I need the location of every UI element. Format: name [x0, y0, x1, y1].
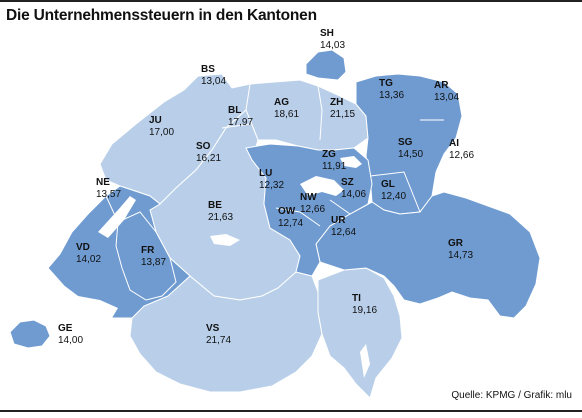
canton-label-ar: AR 13,04 [434, 80, 460, 103]
region-graubuenden [315, 191, 541, 319]
border-ur [329, 199, 351, 215]
region-geneva [9, 319, 51, 349]
canton-label-gr: GR 14,73 [448, 238, 474, 261]
lake-thun [210, 234, 240, 246]
canton-label-ge: GE 14,00 [58, 323, 84, 346]
lake-lucerne [300, 176, 344, 196]
canton-label-ti: TI 19,16 [352, 293, 378, 316]
lake-zurich [340, 156, 362, 168]
canton-label-vs: VS 21,74 [206, 323, 232, 346]
canton-label-vd: VD 14,02 [76, 242, 102, 265]
top-rule [0, 0, 582, 2]
border-ag-zh [317, 85, 323, 141]
bottom-rule [0, 410, 582, 412]
canton-label-zh: ZH 21,15 [330, 97, 356, 120]
canton-label-bl: BL 17,97 [228, 105, 254, 128]
canton-label-sz: SZ 14,06 [341, 177, 367, 200]
canton-label-be: BE 21,63 [208, 200, 234, 223]
region-ticino [317, 267, 403, 399]
canton-label-so: SO 16,21 [196, 141, 222, 164]
lake-geneva [40, 296, 118, 328]
canton-label-ne: NE 13,57 [96, 177, 122, 200]
region-schaffhausen [305, 49, 347, 81]
source-credit: Quelle: KPMG / Grafik: mlu [451, 390, 572, 401]
canton-label-nw: NW 12,66 [300, 192, 326, 215]
border-sz-gl [369, 171, 421, 213]
canton-label-sg: SG 14,50 [398, 137, 424, 160]
canton-label-fr: FR 13,87 [141, 245, 167, 268]
lake-neuchatel [98, 196, 136, 238]
canton-label-ow: OW 12,74 [278, 206, 304, 229]
canton-label-tg: TG 13,36 [379, 78, 405, 101]
region-central [245, 143, 373, 277]
lake-constance [376, 58, 420, 72]
border-bl-so [221, 123, 251, 129]
canton-label-ag: AG 18,61 [274, 97, 300, 120]
border-vd-fr [105, 195, 119, 223]
border-lu-ow [275, 207, 321, 227]
lake-maggiore [360, 344, 370, 378]
canton-label-lu: LU 12,32 [259, 168, 285, 191]
canton-label-bs: BS 13,04 [201, 64, 227, 87]
canton-label-sh: SH 14,03 [320, 28, 346, 51]
canton-label-zg: ZG 11,91 [322, 149, 347, 172]
canton-label-ur: UR 12,64 [331, 215, 357, 238]
canton-label-gl: GL 12,40 [381, 179, 407, 202]
map-title: Die Unternehmenssteuern in den Kantonen [6, 7, 317, 24]
region-fribourg [115, 211, 177, 301]
canton-label-ai: AI 12,66 [449, 138, 475, 161]
canton-label-ju: JU 17,00 [149, 115, 175, 138]
